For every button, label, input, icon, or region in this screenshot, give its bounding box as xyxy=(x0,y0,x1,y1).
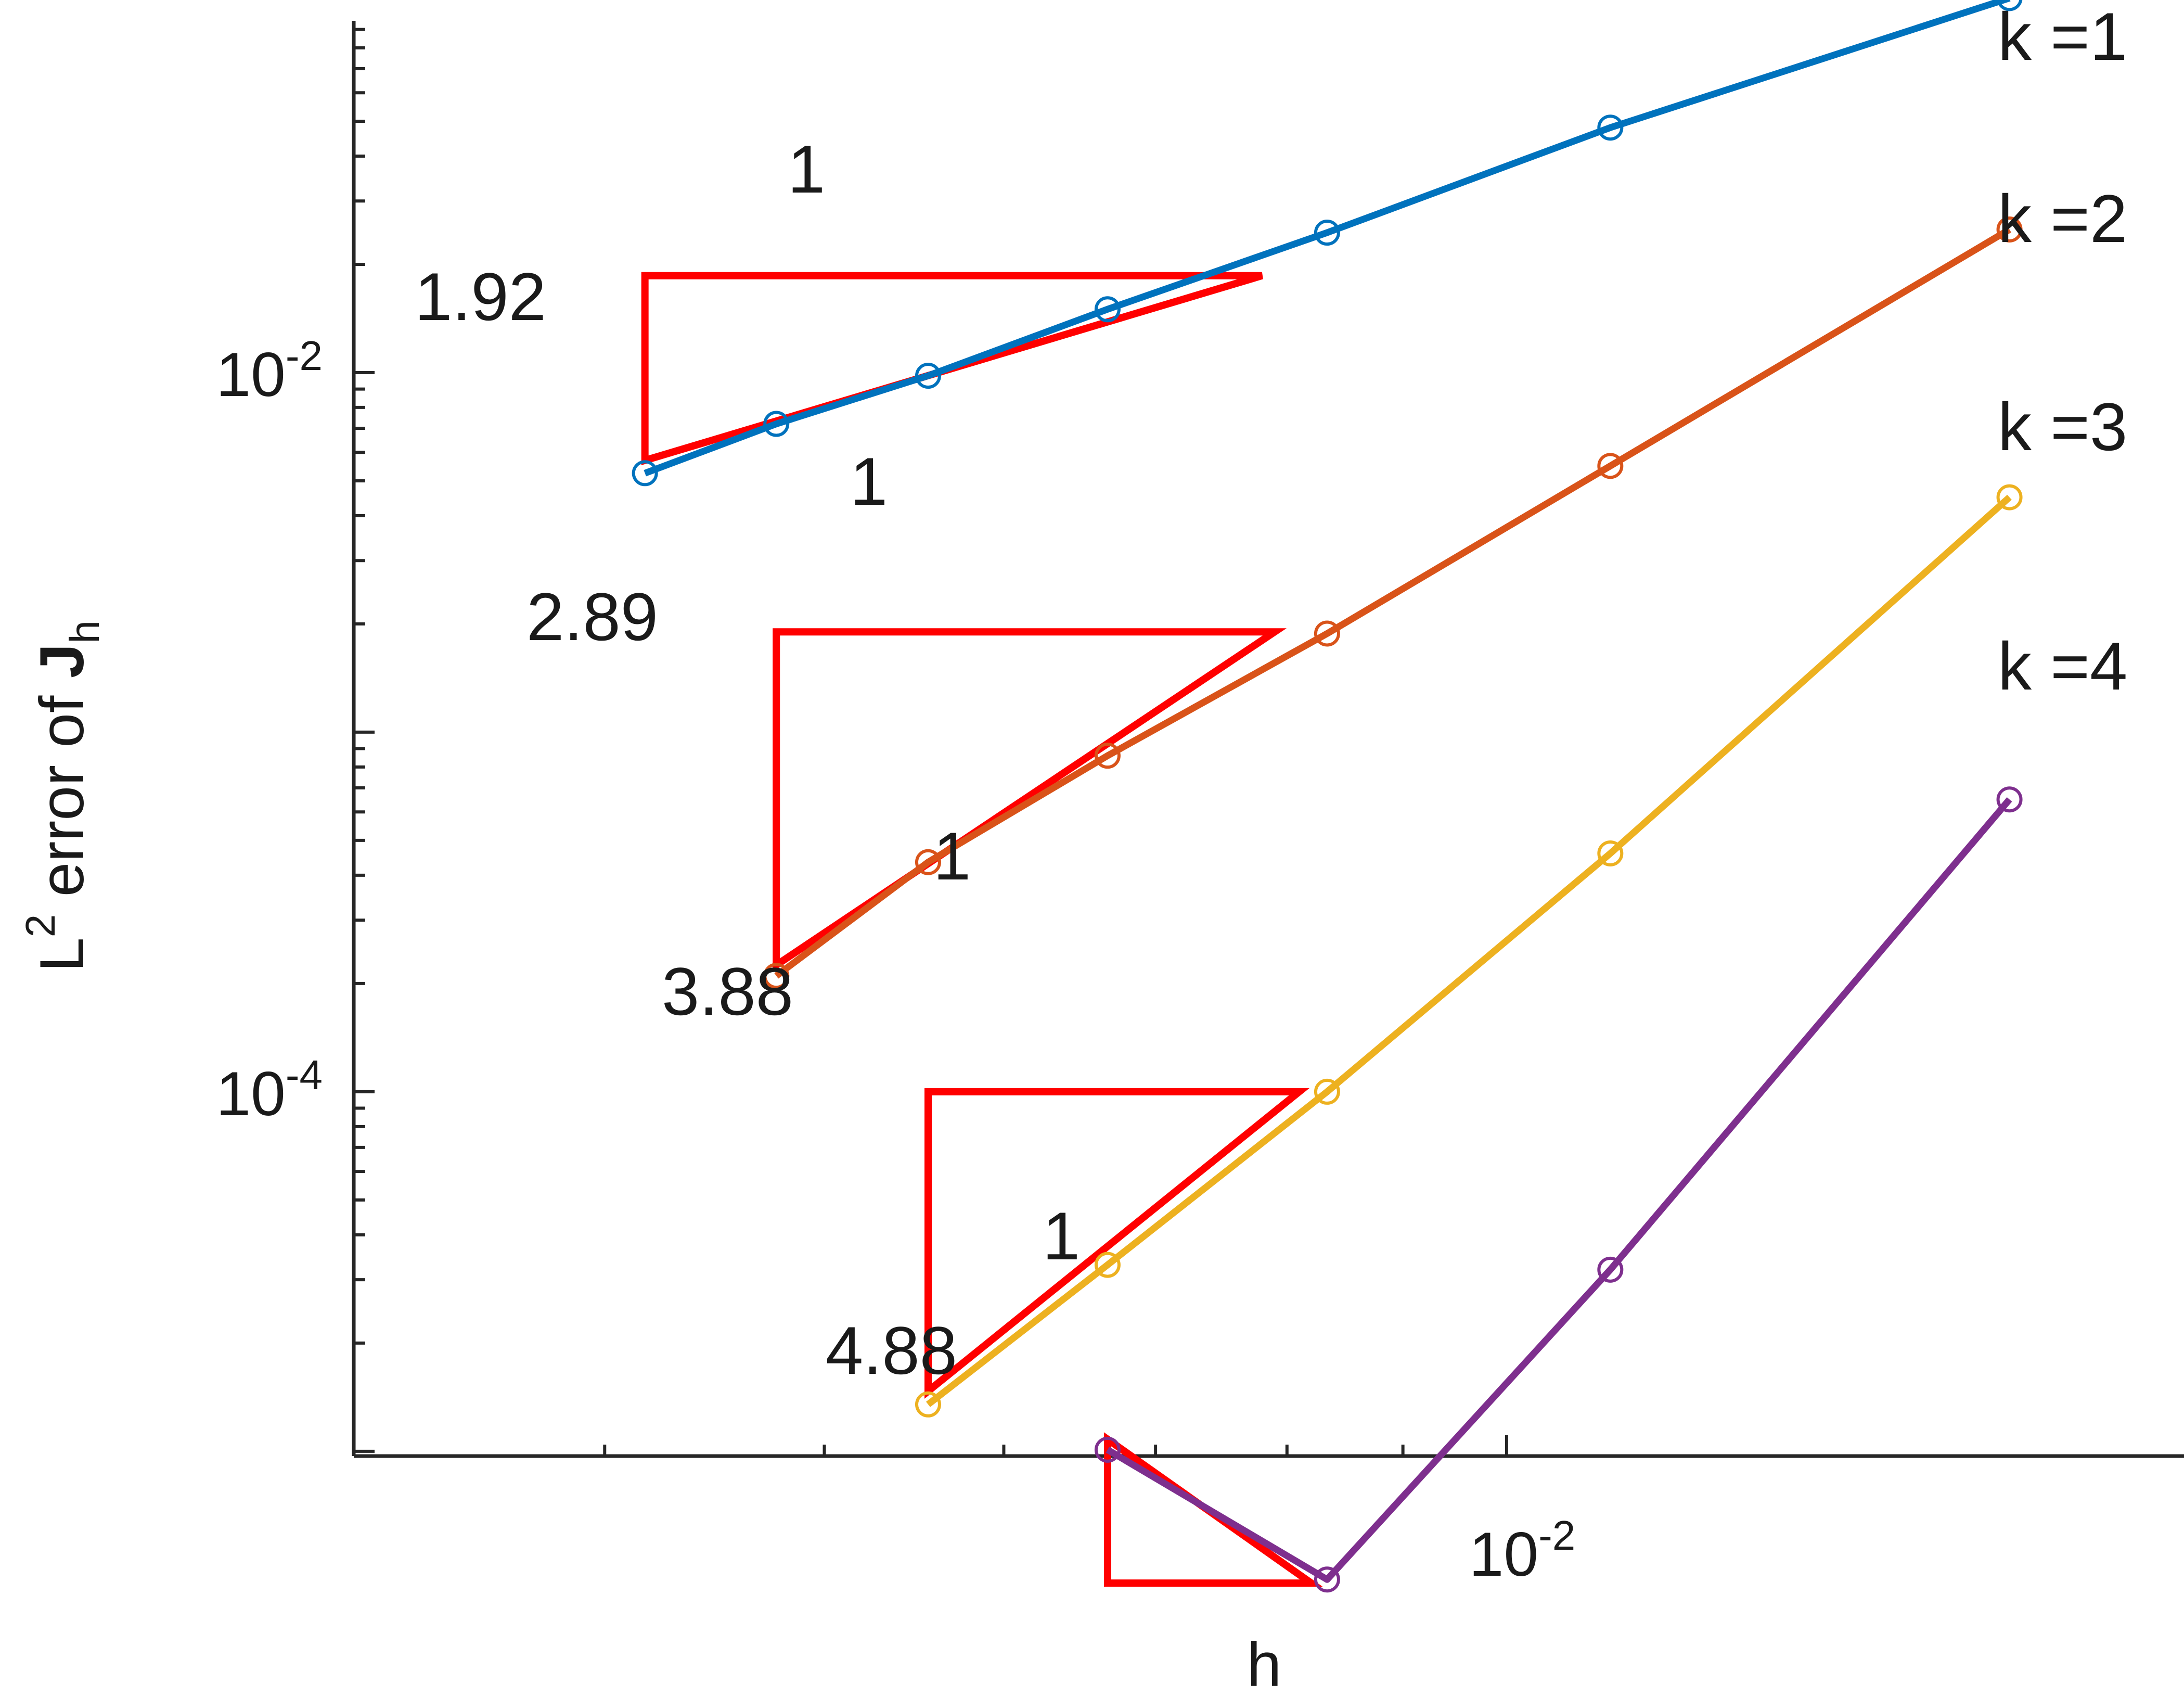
slope-triangles xyxy=(641,272,1323,1587)
data-point xyxy=(1597,114,1624,141)
series-label: k =1 xyxy=(1998,0,2127,74)
data-point xyxy=(1094,296,1121,323)
series-label: k =4 xyxy=(1998,628,2127,704)
slope-triangle xyxy=(773,628,1287,972)
data-point xyxy=(1597,840,1624,866)
data-point xyxy=(1094,1252,1121,1278)
data-point xyxy=(915,363,941,389)
series-lines xyxy=(632,0,2023,1593)
data-point xyxy=(1314,1078,1340,1105)
y-axis-label: L2 error of Jh xyxy=(17,620,108,972)
y-tick-label: 10-2 xyxy=(216,333,323,410)
data-point xyxy=(915,1391,941,1418)
slope-triangle xyxy=(924,1088,1310,1399)
x-axis-label: h xyxy=(1247,1630,1282,1697)
slope-run-label: 1 xyxy=(1043,1198,1080,1274)
slope-run-label: 1 xyxy=(933,818,971,894)
series-line xyxy=(644,0,2011,477)
axes: 10-4 10-2 10-2 xyxy=(216,21,2184,1589)
data-point xyxy=(1314,620,1340,647)
data-point xyxy=(1996,0,2023,11)
series-label: k =2 xyxy=(1998,181,2127,257)
data-point xyxy=(1314,1566,1340,1593)
data-point xyxy=(1996,484,2023,511)
series-labels: k =1 k =2 k =3 k =4 1.92 1 2.89 1 3.88 1 4.88 1 xyxy=(415,0,2127,1388)
data-point xyxy=(1314,220,1340,246)
slope-run-label: 1 xyxy=(850,443,888,519)
series-line xyxy=(774,226,2011,979)
slope-value-label: 1.92 xyxy=(415,259,546,335)
data-point xyxy=(763,411,790,437)
series-line xyxy=(1106,797,2012,1583)
slope-value-label: 3.88 xyxy=(662,953,793,1029)
series-label: k =3 xyxy=(1998,389,2127,465)
data-point xyxy=(1597,453,1624,479)
data-point xyxy=(1597,1256,1624,1283)
slope-run-label: 1 xyxy=(788,131,825,207)
data-point xyxy=(1996,216,2023,243)
data-point xyxy=(763,963,790,989)
series-line xyxy=(926,494,2012,1407)
data-point xyxy=(632,460,658,487)
data-point xyxy=(1094,743,1121,769)
slope-value-label: 2.89 xyxy=(526,579,658,655)
data-point xyxy=(1094,1436,1121,1463)
y-tick-label: 10-4 xyxy=(216,1052,323,1129)
x-tick-label: 10-2 xyxy=(1469,1512,1576,1589)
data-point xyxy=(1996,786,2023,813)
slope-value-label: 4.88 xyxy=(826,1312,957,1388)
data-point xyxy=(915,849,941,875)
